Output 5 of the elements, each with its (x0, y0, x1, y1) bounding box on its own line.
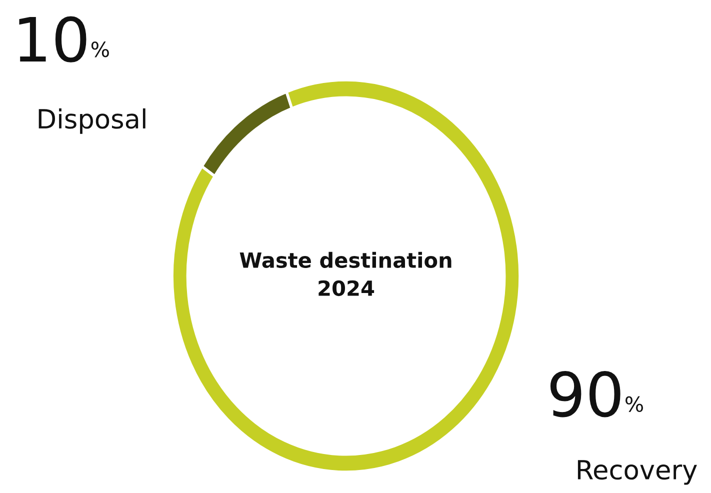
text: Waste destination 2024 (240, 252, 452, 296)
data-label: 10% (19, 16, 109, 62)
slice-label: Disposal (38, 108, 146, 134)
data-label: 90% (550, 371, 644, 418)
slice-label: Recovery (578, 460, 697, 485)
